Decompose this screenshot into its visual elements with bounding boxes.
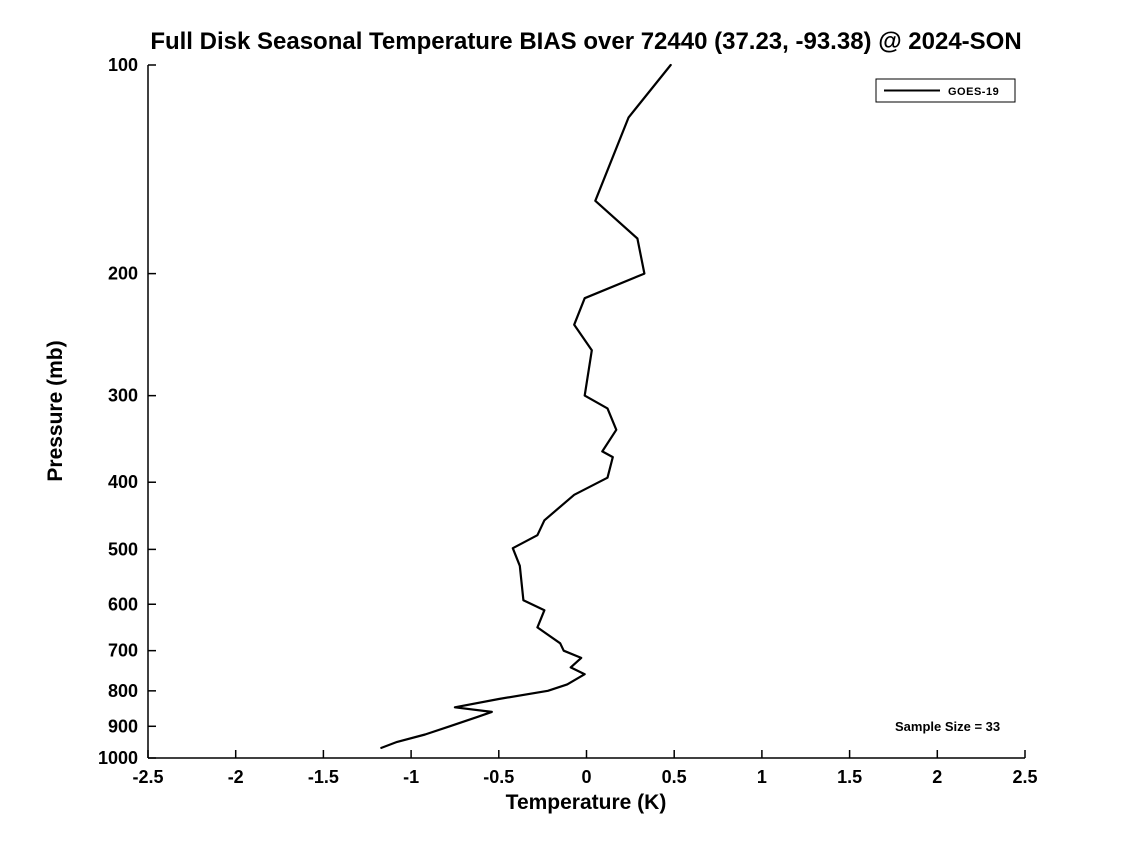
y-tick-label: 700 [108,641,138,661]
legend: GOES-19 [875,78,1016,103]
y-tick-label: 400 [108,472,138,492]
chart-title: Full Disk Seasonal Temperature BIAS over… [150,28,1021,55]
x-tick-label: -2.5 [132,767,163,787]
x-tick-label: -0.5 [483,767,514,787]
y-tick-label: 500 [108,539,138,559]
x-tick-label: -2 [228,767,244,787]
x-tick-label: -1 [403,767,419,787]
x-tick-label: 0.5 [662,767,687,787]
y-tick-label: 800 [108,681,138,701]
x-axis-label: Temperature (K) [506,791,667,814]
data-line-group [380,63,672,750]
series-line-goes-19 [380,63,672,750]
x-tick-label: 1 [757,767,767,787]
y-tick-label: 300 [108,386,138,406]
y-tick-label: 900 [108,716,138,736]
legend-label: GOES-19 [948,86,999,98]
y-axis-label: Pressure (mb) [44,340,67,481]
axes: -2.5 -2 -1.5 -1 -0.5 0 0.5 1 1.5 2 2.5 100 200 300 400… [98,55,1038,787]
x-tick-label: -1.5 [308,767,339,787]
legend-box [875,78,1016,103]
y-tick-label: 1000 [98,748,138,768]
x-tick-label: 0 [581,767,591,787]
x-tick-label: 2 [932,767,942,787]
y-tick-label: 100 [108,55,138,75]
y-tick-label: 600 [108,594,138,614]
sample-size-annotation: Sample Size = 33 [895,719,1000,734]
x-tick-label: 2.5 [1012,767,1037,787]
x-tick-label: 1.5 [837,767,862,787]
y-tick-label: 200 [108,264,138,284]
